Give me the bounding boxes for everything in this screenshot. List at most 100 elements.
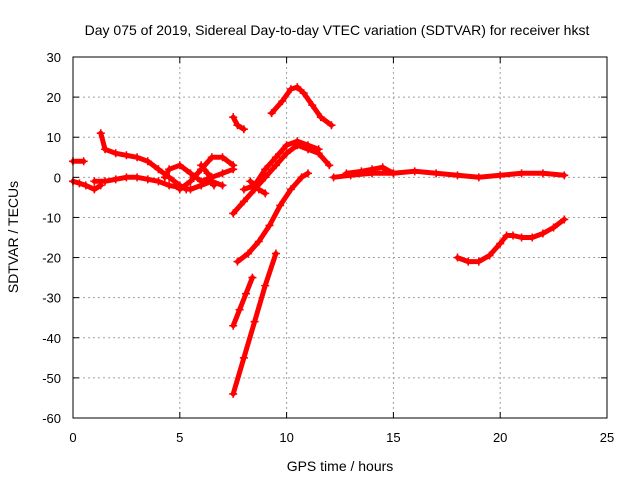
data-point (218, 181, 227, 190)
x-axis-title: GPS time / hours (287, 458, 394, 474)
data-point (378, 163, 387, 172)
data-point (293, 137, 302, 146)
y-tick-label: 20 (47, 90, 61, 105)
data-point (314, 145, 323, 154)
data-point (244, 249, 253, 258)
data-point (346, 171, 355, 180)
data-point (410, 167, 419, 176)
x-tick-label: 20 (493, 430, 507, 445)
data-point (538, 169, 547, 178)
data-point (209, 181, 218, 190)
data-point (229, 161, 238, 170)
data-point (286, 185, 295, 194)
data-point (242, 289, 251, 298)
data-point (143, 175, 152, 184)
data-point (203, 169, 212, 178)
data-point (261, 189, 270, 198)
data-point (453, 253, 462, 262)
data-point (303, 169, 312, 178)
series-line (230, 275, 255, 329)
data-point (239, 353, 248, 362)
series-line (177, 154, 236, 192)
data-point (368, 169, 377, 178)
series-arc-18 (453, 215, 569, 266)
data-point (267, 109, 276, 118)
data-point (453, 171, 462, 180)
data-point (271, 153, 280, 162)
data-point (509, 231, 518, 240)
x-tick-label: 15 (386, 430, 400, 445)
data-point (316, 113, 325, 122)
data-point (154, 165, 163, 174)
data-point (122, 151, 131, 160)
data-point (143, 157, 152, 166)
axis-ticks: 0 5 10 15 20 25 -60 -50 -40 -30 -20 -10 0 10 20 30 (42, 50, 614, 445)
series-line (230, 114, 247, 132)
data-point (111, 175, 120, 184)
data-point (474, 173, 483, 182)
data-point (229, 389, 238, 398)
y-tick-label: 0 (54, 170, 61, 185)
series-line (331, 168, 567, 180)
y-tick-label: 10 (47, 130, 61, 145)
data-point (218, 153, 227, 162)
data-point (286, 85, 295, 94)
series-arc-3 (96, 129, 191, 194)
data-point (229, 209, 238, 218)
data-point (474, 257, 483, 266)
data-point (246, 177, 255, 186)
chart-title: Day 075 of 2019, Sidereal Day-to-day VTE… (85, 22, 590, 38)
data-point (389, 169, 398, 178)
data-point (133, 153, 142, 162)
data-point (276, 201, 285, 210)
data-point (197, 177, 206, 186)
series-arc-13 (229, 273, 257, 330)
series-arc-1 (69, 157, 88, 166)
data-point (271, 249, 280, 258)
data-point (239, 197, 248, 206)
data-point (207, 153, 216, 162)
data-point (90, 185, 99, 194)
data-point (432, 169, 441, 178)
data-point (160, 173, 169, 182)
data-point (81, 181, 90, 190)
data-point (560, 215, 569, 224)
data-point (101, 177, 110, 186)
data-point (261, 165, 270, 174)
data-point (248, 273, 257, 282)
y-tick-label: -50 (42, 371, 61, 386)
series-arc-4 (90, 173, 227, 194)
data-series (69, 83, 569, 398)
data-point (293, 83, 302, 92)
data-point (329, 173, 338, 182)
series-arc-8 (229, 113, 248, 134)
x-tick-label: 5 (176, 430, 183, 445)
data-point (229, 321, 238, 330)
data-point (122, 173, 131, 182)
data-point (538, 229, 547, 238)
data-point (261, 281, 270, 290)
y-axis-title: SDTVAR / TECUs (5, 181, 21, 293)
data-point (186, 177, 195, 186)
data-point (239, 185, 248, 194)
data-point (278, 97, 287, 106)
data-point (299, 89, 308, 98)
data-point (254, 237, 263, 246)
data-point (96, 129, 105, 138)
data-point (229, 113, 238, 122)
data-point (75, 179, 84, 188)
data-point (175, 185, 184, 194)
data-point (517, 233, 526, 242)
x-tick-label: 10 (279, 430, 293, 445)
y-tick-label: 30 (47, 50, 61, 65)
data-point (271, 161, 280, 170)
x-tick-label: 25 (600, 430, 614, 445)
series-line (230, 142, 332, 216)
series-line (98, 130, 189, 192)
data-point (297, 173, 306, 182)
y-tick-label: -60 (42, 411, 61, 426)
y-tick-label: -40 (42, 331, 61, 346)
data-point (197, 161, 206, 170)
plot-frame (72, 56, 608, 419)
data-point (254, 185, 263, 194)
